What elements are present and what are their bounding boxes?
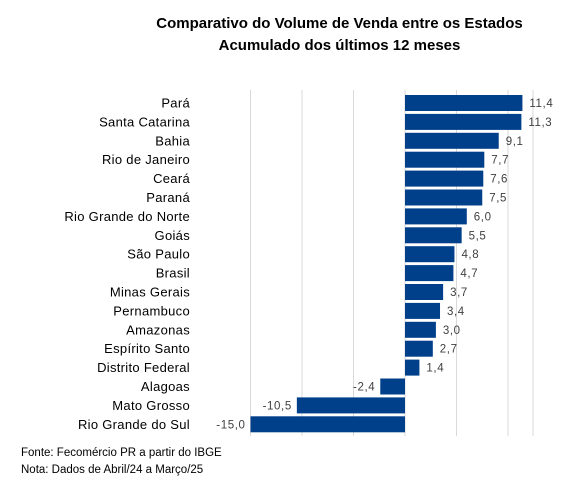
value-label: 11,3	[528, 117, 552, 129]
bar	[405, 246, 455, 263]
category-label: Pernambuco	[113, 303, 190, 318]
bar	[250, 416, 405, 433]
value-label: 7,6	[490, 174, 508, 186]
value-label: 5,5	[469, 230, 487, 242]
category-label: Goiás	[155, 228, 191, 243]
category-label: Paraná	[146, 190, 190, 205]
category-label: Santa Catarina	[99, 114, 190, 129]
bar	[405, 321, 436, 338]
value-label: -15,0	[216, 419, 245, 431]
bar	[405, 132, 499, 149]
chart-subtitle: Acumulado dos últimos 12 meses	[218, 37, 461, 54]
value-label: 3,0	[443, 325, 461, 337]
value-label: 4,7	[460, 268, 478, 280]
period-note: Nota: Dados de Abril/24 a Março/25	[21, 464, 204, 476]
value-label: 7,5	[489, 193, 507, 205]
category-label: Brasil	[156, 266, 190, 281]
bar	[296, 397, 405, 414]
bar	[405, 113, 522, 130]
category-label: Amazonas	[126, 322, 190, 337]
chart-title: Comparativo do Volume de Venda entre os …	[156, 15, 523, 32]
category-label: Rio Grande do Norte	[64, 209, 190, 224]
bar	[405, 151, 485, 168]
category-label: Ceará	[153, 171, 190, 186]
value-label: 1,4	[426, 363, 444, 375]
category-label: São Paulo	[127, 247, 190, 262]
category-label: Distrito Federal	[97, 360, 190, 375]
category-label: Alagoas	[141, 379, 190, 394]
category-label: Minas Gerais	[110, 285, 190, 300]
value-label: -2,4	[353, 382, 375, 394]
category-label: Pará	[161, 96, 190, 111]
value-label: 11,4	[529, 98, 553, 110]
value-label: 7,7	[491, 155, 509, 167]
source-note: Fonte: Fecomércio PR a partir do IBGE	[21, 447, 222, 459]
category-label: Rio de Janeiro	[102, 152, 190, 167]
bar	[380, 378, 405, 395]
bar	[405, 208, 467, 225]
category-label: Rio Grande do Sul	[78, 417, 190, 432]
value-label: -10,5	[263, 400, 292, 412]
bar	[405, 227, 462, 244]
bar	[405, 359, 420, 376]
bar	[405, 265, 454, 282]
bar	[405, 170, 484, 187]
value-label: 6,0	[474, 211, 492, 223]
bar	[405, 284, 444, 300]
value-label: 3,4	[447, 306, 465, 318]
category-label: Mato Grosso	[112, 398, 190, 413]
value-label: 4,8	[461, 249, 479, 261]
bar	[405, 302, 441, 319]
category-label: Bahia	[155, 133, 190, 148]
value-label: 3,7	[450, 287, 468, 299]
bar	[405, 95, 523, 111]
bar	[405, 340, 433, 357]
value-label: 9,1	[506, 136, 524, 148]
value-label: 2,7	[440, 344, 458, 356]
bar	[405, 189, 483, 206]
category-label: Espírito Santo	[104, 341, 190, 356]
